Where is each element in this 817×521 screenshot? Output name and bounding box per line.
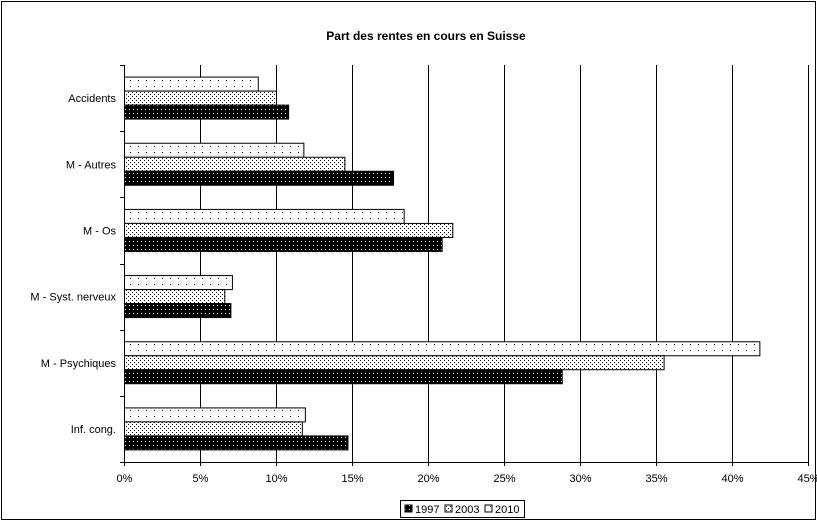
legend-label: 1997 [415,504,439,516]
legend-label: 2003 [455,504,479,516]
bar-1997 [124,435,349,451]
x-tick-label: 5% [193,473,209,485]
bar-1997 [124,236,443,252]
category-label: Inf. cong. [71,424,116,436]
bar-2010 [124,407,306,423]
legend-box [400,500,525,518]
bar-2003 [124,289,226,305]
category-label: M - Syst. nerveux [30,292,116,304]
bar-2003 [124,355,665,371]
plot-area: 0% 5% 10% 15% 20% 25% 30% 35% 40% 45% Accidents M -… [30,65,817,485]
x-tick-label: 35% [645,473,667,485]
bar-2010 [124,208,405,224]
x-tick-label: 40% [721,473,743,485]
legend-label: 2010 [495,504,519,516]
category-label: Accidents [68,93,116,105]
legend-swatch [484,504,493,513]
x-tick-label: 10% [265,473,287,485]
bar-2003 [124,421,303,437]
bar-2003 [124,156,346,172]
bar-1997 [124,104,290,120]
x-tick-label: 0% [117,473,133,485]
x-tick-label: 15% [341,473,363,485]
x-tick-label: 20% [417,473,439,485]
legend-swatch [404,504,413,513]
bar-2010 [124,275,233,291]
category-label: M - Autres [66,159,117,171]
legend: 1997 2003 2010 [400,500,525,518]
x-tick-label: 25% [493,473,515,485]
bar-2010 [124,142,305,158]
bar-1997 [124,369,563,385]
x-tick-label: 45% [797,473,817,485]
bar-1997 [124,170,395,186]
bar-2003 [124,222,454,238]
chart-title: Part des rentes en cours en Suisse [326,29,526,43]
bar-1997 [124,303,232,319]
legend-swatch [444,504,453,513]
x-tick-label: 30% [569,473,591,485]
bar-2010 [124,341,761,357]
bar-2010 [124,76,259,92]
category-label: M - Os [83,225,116,237]
category-label: M - Psychiques [41,358,117,370]
bar-2003 [124,90,277,106]
